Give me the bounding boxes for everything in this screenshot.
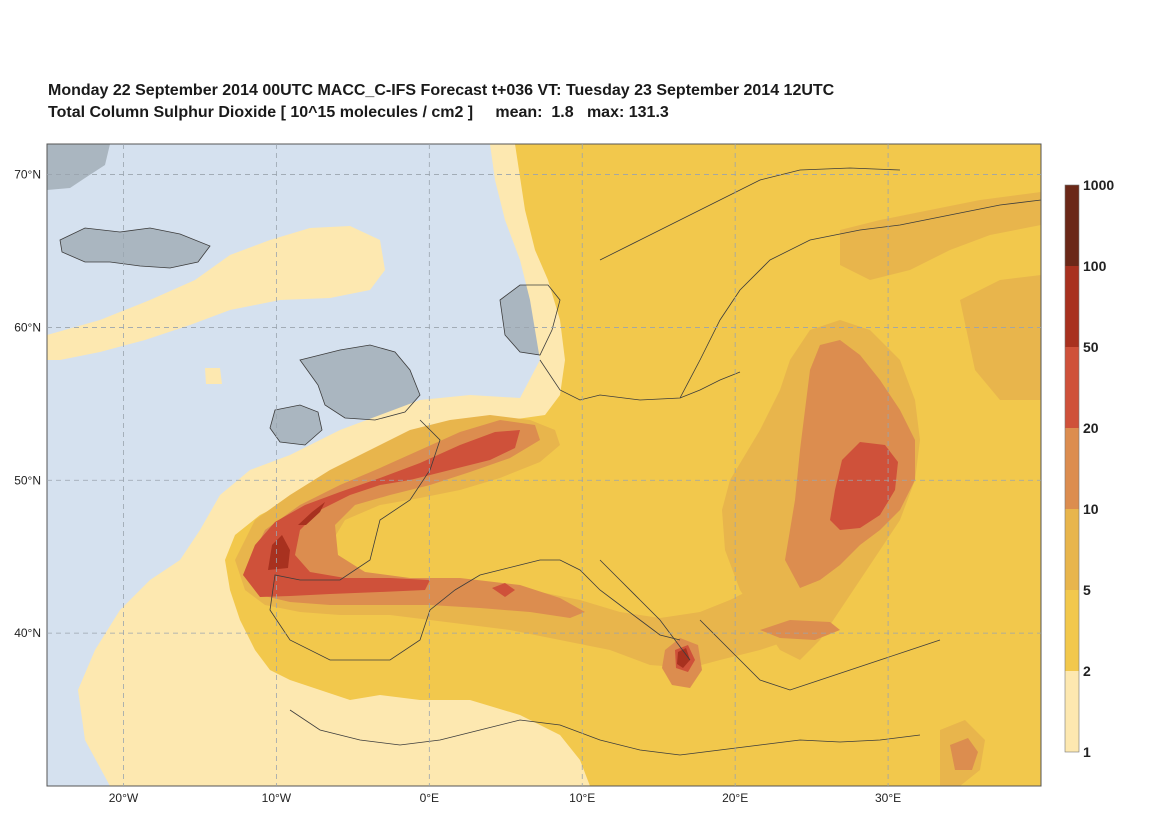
colorbar-segment (1065, 428, 1079, 509)
lat-tick-label: 70°N (14, 168, 41, 182)
lon-tick-label: 10°E (569, 791, 595, 805)
coastlines (59, 167, 1041, 756)
lon-tick-label: 30°E (875, 791, 901, 805)
colorbar-level-label: 100 (1083, 258, 1107, 274)
map-title-line-1: Monday 22 September 2014 00UTC MACC_C-IF… (48, 82, 835, 99)
lat-tick-label: 50°N (14, 473, 41, 487)
so2-level-20-50-band (243, 430, 898, 672)
colorbar-segment (1065, 266, 1079, 347)
lon-tick-label: 0°E (420, 791, 439, 805)
lon-tick-label: 20°W (109, 791, 139, 805)
colorbar-level-label: 1000 (1083, 177, 1114, 193)
lat-tick-label: 40°N (14, 626, 41, 640)
lon-tick-label: 20°E (722, 791, 748, 805)
colorbar-level-label: 10 (1083, 501, 1099, 517)
colorbar-segment (1065, 347, 1079, 428)
lon-tick-label: 10°W (262, 791, 292, 805)
colorbar-level-label: 20 (1083, 420, 1099, 436)
colorbar-segment (1065, 509, 1079, 590)
map-plot-area (47, 144, 1041, 786)
graticule (47, 144, 1041, 786)
colorbar-segment (1065, 671, 1079, 752)
colorbar-segment (1065, 185, 1079, 266)
colorbar-legend: 1000 100 50 20 10 5 2 1 (1064, 177, 1114, 760)
colorbar-level-label: 50 (1083, 339, 1099, 355)
colorbar-frame (1064, 184, 1080, 753)
map-frame (46, 143, 1042, 787)
so2-level-50-100-band (268, 502, 690, 668)
longitude-labels: 20°W 10°W 0°E 10°E 20°E 30°E (109, 791, 901, 805)
colorbar-level-label: 5 (1083, 582, 1091, 598)
colorbar-level-label: 1 (1083, 744, 1091, 760)
colorbar-level-label: 2 (1083, 663, 1091, 679)
latitude-labels: 70°N 60°N 50°N 40°N (14, 168, 41, 641)
lat-tick-label: 60°N (14, 320, 41, 334)
colorbar-segment (1065, 590, 1079, 671)
map-title-line-2: Total Column Sulphur Dioxide [ 10^15 mol… (48, 104, 669, 121)
